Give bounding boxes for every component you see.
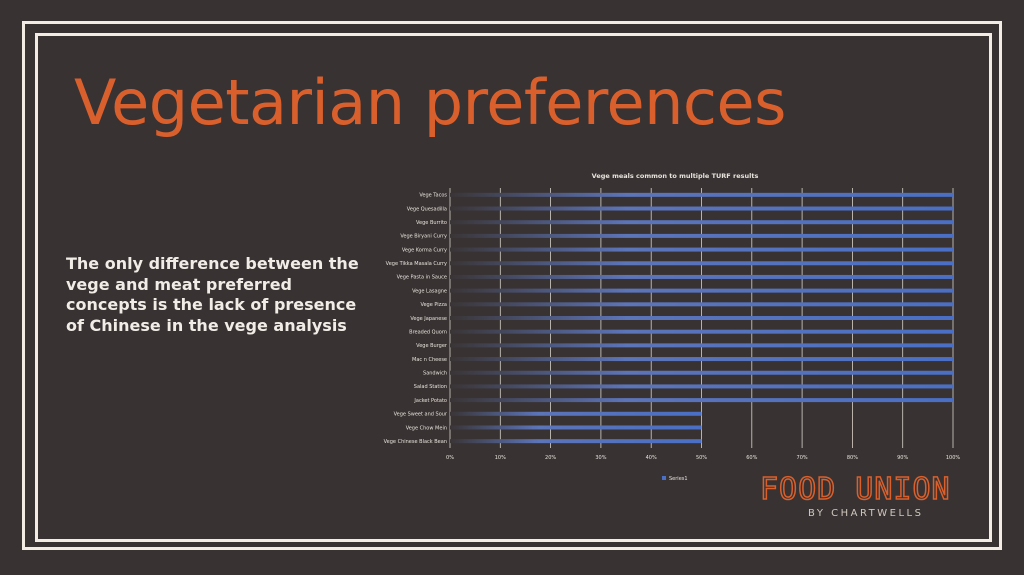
category-label: Vege Chinese Black Bean — [384, 439, 447, 445]
logo-by-chartwells: BY CHARTWELLS — [808, 508, 924, 519]
category-label: Vege Tacos — [419, 193, 447, 199]
x-tick-label: 0% — [446, 455, 454, 461]
slide-body-text: The only difference between the vege and… — [66, 254, 359, 335]
bar — [450, 439, 702, 444]
category-label: Vege Pasta in Sauce — [397, 275, 447, 281]
chart-bars — [450, 192, 953, 444]
bar — [450, 206, 953, 211]
x-tick-label: 20% — [545, 455, 556, 461]
x-tick-label: 30% — [595, 455, 606, 461]
bar — [450, 261, 953, 266]
x-tick-label: 40% — [646, 455, 657, 461]
bar — [450, 357, 953, 362]
category-label: Salad Station — [414, 384, 447, 390]
category-label: Vege Burger — [416, 343, 448, 349]
category-label: Mac n Cheese — [412, 357, 447, 363]
category-label: Jacket Potato — [413, 398, 447, 404]
bar — [450, 343, 953, 348]
x-tick-label: 50% — [696, 455, 707, 461]
bar — [450, 316, 953, 320]
outer-frame — [22, 21, 1002, 550]
bar — [450, 274, 953, 279]
inner-frame — [35, 33, 992, 542]
category-label: Vege Sweet and Sour — [394, 412, 448, 418]
bar — [450, 425, 702, 430]
slide-title: Vegetarian preferences — [74, 66, 786, 139]
x-tick-label: 90% — [897, 455, 908, 461]
chart-title: Vege meals common to multiple TURF resul… — [592, 172, 759, 180]
bar — [450, 329, 953, 334]
bar — [450, 288, 953, 293]
x-tick-label: 100% — [946, 455, 961, 461]
category-label: Vege Chow Mein — [406, 425, 447, 431]
category-label: Sandwich — [423, 371, 447, 377]
category-label: Vege Lasagne — [412, 288, 447, 294]
category-label: Vege Korma Curry — [402, 247, 447, 253]
bar-chart: Vege meals common to multiple TURF resul… — [384, 172, 961, 482]
chart-legend: Series1 — [662, 476, 688, 482]
bar — [450, 370, 953, 375]
x-tick-label: 70% — [797, 455, 808, 461]
category-labels: Vege Tacos Vege Quesadilla Vege Burrito Veg… — [384, 193, 448, 445]
bar — [450, 302, 953, 307]
bar — [450, 398, 953, 403]
x-tick-label: 80% — [847, 455, 858, 461]
logo-food-union: FOOD UNION — [759, 471, 951, 508]
bar — [450, 192, 953, 197]
category-label: Vege Japanese — [410, 316, 447, 322]
legend-label: Series1 — [669, 476, 688, 482]
category-label: Vege Tikka Masala Curry — [386, 261, 447, 267]
bar — [450, 411, 702, 416]
legend-swatch — [662, 476, 666, 480]
category-label: Breaded Quorn — [409, 329, 447, 335]
category-label: Vege Biryani Curry — [400, 234, 447, 240]
bar — [450, 384, 953, 389]
bar — [450, 233, 953, 238]
bar — [450, 247, 953, 252]
bar — [450, 220, 953, 225]
x-tick-label: 10% — [495, 455, 506, 461]
x-tick-labels: 0% 10% 20% 30% 40% 50% 60% 70% 80% 90% 100% — [446, 455, 960, 461]
x-tick-label: 60% — [746, 455, 757, 461]
category-label: Vege Burrito — [416, 220, 447, 226]
category-label: Vege Pizza — [420, 302, 447, 308]
category-label: Vege Quesadilla — [407, 206, 447, 212]
